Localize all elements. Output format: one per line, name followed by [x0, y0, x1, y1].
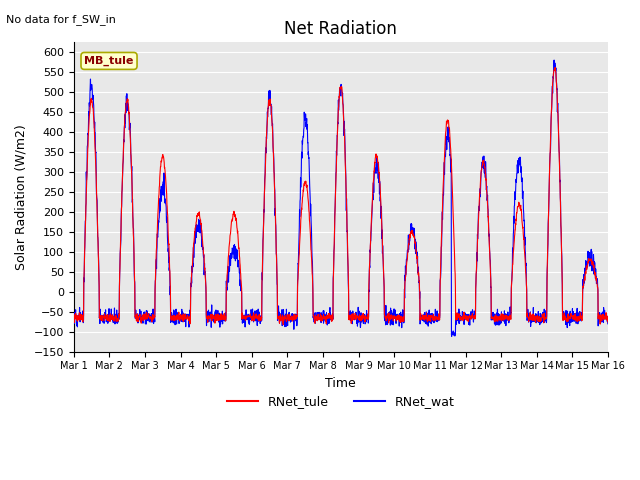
- RNet_tule: [356, 315, 364, 321]
- RNet_tule: [552, 65, 559, 71]
- RNet_wat: [368, 220, 376, 226]
- X-axis label: Time: Time: [326, 377, 356, 390]
- RNet_wat: [550, 57, 558, 63]
- Line: RNet_tule: RNet_tule: [74, 68, 608, 325]
- RNet_tule: [219, 316, 227, 322]
- Title: Net Radiation: Net Radiation: [284, 20, 397, 38]
- RNet_wat: [604, 321, 612, 327]
- RNet_tule: [368, 209, 376, 215]
- RNet_tule: [70, 317, 77, 323]
- RNet_tule: [572, 315, 580, 321]
- RNet_tule: [496, 317, 504, 323]
- RNet_tule: [604, 319, 612, 325]
- Text: MB_tule: MB_tule: [84, 56, 134, 66]
- RNet_wat: [70, 314, 77, 320]
- RNet_wat: [219, 321, 227, 327]
- RNet_wat: [496, 318, 504, 324]
- RNet_wat: [572, 311, 580, 316]
- RNet_tule: [280, 322, 287, 328]
- RNet_wat: [356, 312, 364, 318]
- RNet_tule: [557, 225, 565, 231]
- RNet_wat: [557, 226, 565, 232]
- Y-axis label: Solar Radiation (W/m2): Solar Radiation (W/m2): [15, 124, 28, 270]
- Legend: RNet_tule, RNet_wat: RNet_tule, RNet_wat: [221, 390, 460, 413]
- Line: RNet_wat: RNet_wat: [74, 60, 608, 336]
- Text: No data for f_SW_in: No data for f_SW_in: [6, 14, 116, 25]
- RNet_wat: [448, 334, 456, 339]
